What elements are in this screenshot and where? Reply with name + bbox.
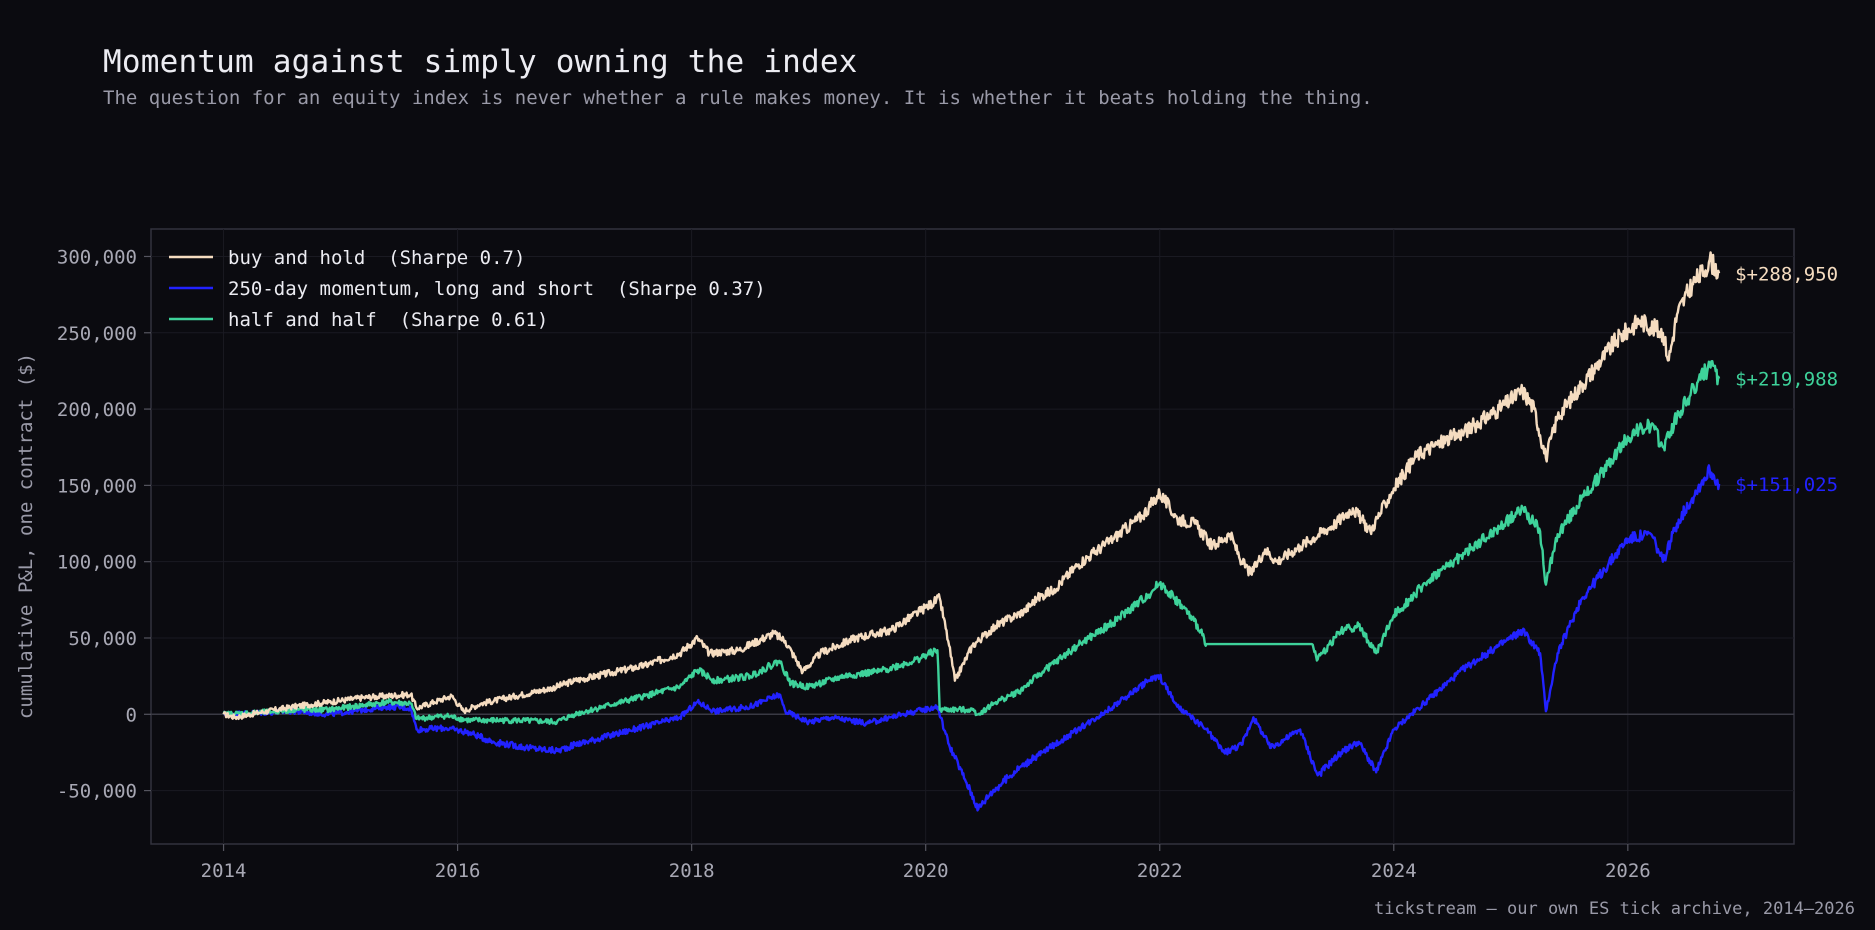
y-tick-label: 150,000 xyxy=(57,475,137,497)
y-tick-label: -50,000 xyxy=(57,781,137,803)
y-tick-label: 300,000 xyxy=(57,246,137,268)
x-tick-label: 2018 xyxy=(669,860,715,882)
legend-label: buy and hold (Sharpe 0.7) xyxy=(228,247,525,269)
x-tick-label: 2022 xyxy=(1137,860,1183,882)
x-tick-label: 2026 xyxy=(1605,860,1651,882)
y-axis: -50,000 0 50,000 100,000 150,000 200,000 250,0… xyxy=(57,246,151,803)
plot-area xyxy=(150,228,1795,845)
series-end-label: $+219,988 xyxy=(1735,369,1838,391)
y-axis-label: cumulative P&L, one contract ($) xyxy=(15,353,37,719)
series-line-0 xyxy=(222,251,1721,721)
end-labels: $+151,025 $+219,988 $+288,950 xyxy=(1735,263,1838,495)
series-end-label: $+151,025 xyxy=(1735,474,1838,496)
x-tick-label: 2024 xyxy=(1371,860,1417,882)
x-tick-label: 2014 xyxy=(201,860,247,882)
series-line-1 xyxy=(222,464,1721,812)
y-tick-label: 100,000 xyxy=(57,552,137,574)
y-tick-label: 50,000 xyxy=(68,628,137,650)
legend-label: 250-day momentum, long and short (Sharpe… xyxy=(228,278,766,300)
source-note: tickstream — our own ES tick archive, 20… xyxy=(1373,899,1855,919)
legend: buy and hold (Sharpe 0.7) 250-day momentu… xyxy=(169,247,766,331)
series-layer xyxy=(222,251,1721,812)
legend-label: half and half (Sharpe 0.61) xyxy=(228,309,548,331)
chart-subtitle: The question for an equity index is neve… xyxy=(103,87,1373,109)
y-tick-label: 0 xyxy=(126,704,137,726)
series-line-2 xyxy=(222,360,1721,726)
chart-title: Momentum against simply owning the index xyxy=(103,44,858,80)
y-tick-label: 250,000 xyxy=(57,323,137,345)
series-end-label: $+288,950 xyxy=(1735,263,1838,285)
x-tick-label: 2016 xyxy=(435,860,481,882)
x-tick-label: 2020 xyxy=(903,860,949,882)
x-axis: 2014 2016 2018 2020 2022 2024 2026 xyxy=(201,844,1651,882)
grid-lines xyxy=(151,229,1794,844)
y-tick-label: 200,000 xyxy=(57,399,137,421)
